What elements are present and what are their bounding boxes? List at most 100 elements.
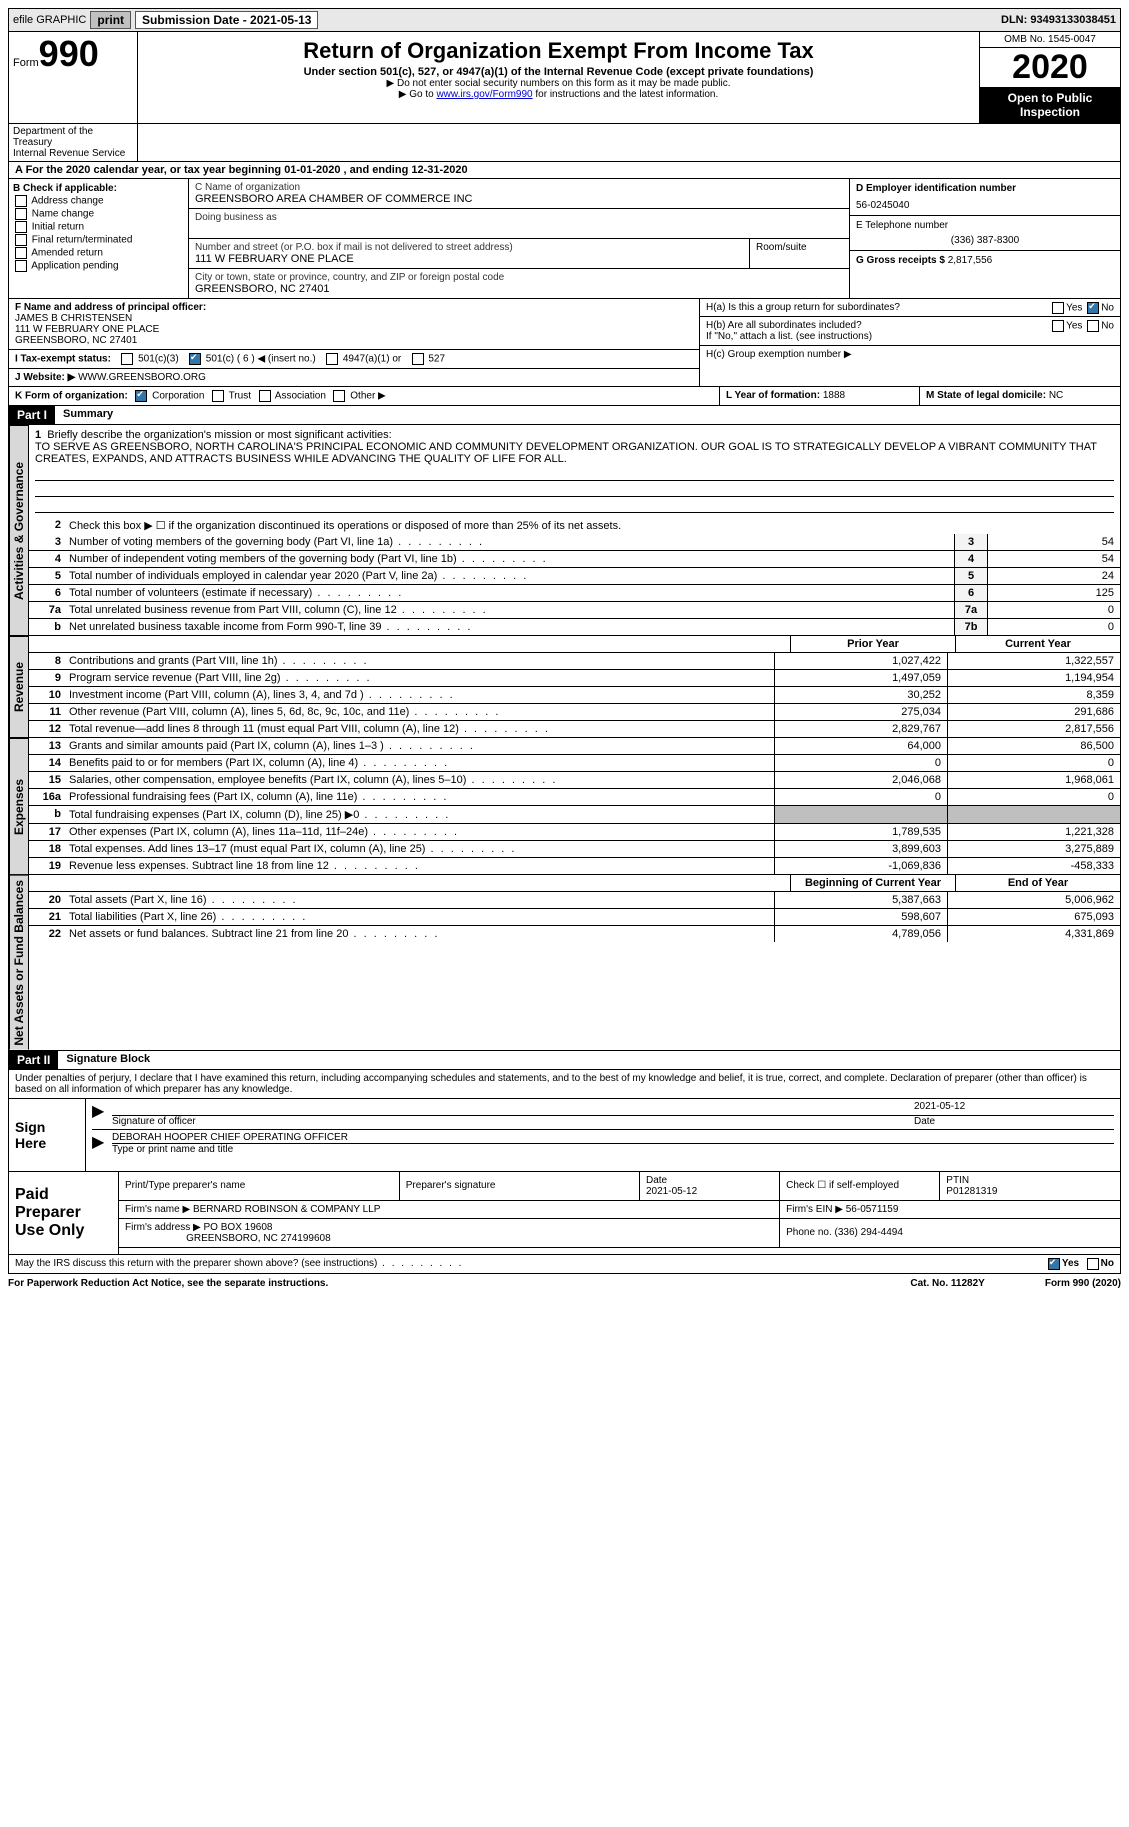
officer-addr2: GREENSBORO, NC 27401 [15, 335, 137, 346]
chk-amended[interactable]: Amended return [13, 247, 184, 259]
firm-phone: (336) 294-4494 [835, 1227, 903, 1238]
col-prior: Prior Year [790, 636, 955, 652]
discuss-text: May the IRS discuss this return with the… [15, 1258, 463, 1270]
arrow-icon: ▶ [92, 1101, 112, 1127]
hb-no[interactable] [1087, 320, 1099, 332]
form-org-label: K Form of organization: [15, 391, 128, 402]
prep-sig-lbl: Preparer's signature [399, 1172, 639, 1201]
irs-label: Internal Revenue Service [13, 148, 133, 159]
dba-label: Doing business as [195, 212, 843, 223]
ha-no[interactable] [1087, 302, 1099, 314]
chk-corp[interactable] [135, 390, 147, 402]
vtab-governance: Activities & Governance [9, 425, 29, 635]
ha-label: H(a) Is this a group return for subordin… [706, 302, 900, 313]
preparer-table: Print/Type preparer's name Preparer's si… [119, 1172, 1120, 1248]
org-address: 111 W FEBRUARY ONE PLACE [195, 253, 743, 265]
box-b-label: B Check if applicable: [13, 183, 184, 194]
domicile-lbl: M State of legal domicile: [926, 390, 1046, 401]
line-21: 21Total liabilities (Part X, line 26)598… [29, 909, 1120, 926]
q2-text: Check this box ▶ ☐ if the organization d… [65, 517, 1120, 534]
print-button[interactable]: print [90, 11, 131, 29]
top-bar: efile GRAPHIC print Submission Date - 20… [8, 8, 1121, 32]
line-18: 18Total expenses. Add lines 13–17 (must … [29, 841, 1120, 858]
form-title: Return of Organization Exempt From Incom… [146, 38, 971, 64]
discuss-row: May the IRS discuss this return with the… [8, 1255, 1121, 1274]
tax-year: 2020 [980, 48, 1120, 87]
part2-header: Part II Signature Block [8, 1051, 1121, 1070]
firm-name: BERNARD ROBINSON & COMPANY LLP [193, 1204, 380, 1215]
mission-block: 1 Briefly describe the organization's mi… [29, 425, 1120, 517]
hb-label: H(b) Are all subordinates included? [706, 320, 862, 331]
chk-501c[interactable] [189, 353, 201, 365]
cat-no: Cat. No. 11282Y [910, 1278, 984, 1289]
right-column: D Employer identification number 56-0245… [850, 179, 1120, 298]
klm-row: K Form of organization: Corporation Trus… [8, 387, 1121, 406]
part2-title: Signature Block [58, 1051, 1120, 1069]
year-formation: 1888 [823, 390, 845, 401]
line-19: 19Revenue less expenses. Subtract line 1… [29, 858, 1120, 874]
officer-label: F Name and address of principal officer: [15, 302, 206, 313]
chk-final[interactable]: Final return/terminated [13, 234, 184, 246]
gross-label: G Gross receipts $ [856, 255, 945, 266]
form-subtitle: Under section 501(c), 527, or 4947(a)(1)… [146, 66, 971, 78]
firm-addr1: PO BOX 19608 [204, 1222, 273, 1233]
line-4: 4Number of independent voting members of… [29, 551, 1120, 568]
page-footer: For Paperwork Reduction Act Notice, see … [8, 1274, 1121, 1293]
website-value: WWW.GREENSBORO.ORG [78, 372, 206, 383]
chk-501c3[interactable] [121, 353, 133, 365]
arrow-icon: ▶ [92, 1132, 112, 1155]
form-header: Form990 Return of Organization Exempt Fr… [8, 32, 1121, 124]
phone-label: E Telephone number [856, 220, 1114, 231]
line-20: 20Total assets (Part X, line 16)5,387,66… [29, 892, 1120, 909]
declaration: Under penalties of perjury, I declare th… [8, 1070, 1121, 1099]
chk-4947[interactable] [326, 353, 338, 365]
chk-address[interactable]: Address change [13, 195, 184, 207]
discuss-yes[interactable] [1048, 1258, 1060, 1270]
chk-name[interactable]: Name change [13, 208, 184, 220]
addr-label: Number and street (or P.O. box if mail i… [195, 242, 743, 253]
line-14: 14Benefits paid to or for members (Part … [29, 755, 1120, 772]
officer-addr1: 111 W FEBRUARY ONE PLACE [15, 324, 159, 335]
chk-other[interactable] [333, 390, 345, 402]
phone-value: (336) 387-8300 [856, 231, 1114, 246]
col-end: End of Year [955, 875, 1120, 891]
line-16a: 16aProfessional fundraising fees (Part I… [29, 789, 1120, 806]
year-cell: OMB No. 1545-0047 2020 Open to Public In… [979, 32, 1120, 123]
chk-assoc[interactable] [259, 390, 271, 402]
line-9: 9Program service revenue (Part VIII, lin… [29, 670, 1120, 687]
form-footer: Form 990 (2020) [1045, 1278, 1121, 1289]
dept-row: Department of the Treasury Internal Reve… [8, 124, 1121, 162]
self-employed: Check ☐ if self-employed [780, 1172, 940, 1201]
note-ssn: ▶ Do not enter social security numbers o… [146, 78, 971, 89]
discuss-no[interactable] [1087, 1258, 1099, 1270]
tax-exempt-label: I Tax-exempt status: [15, 354, 111, 365]
prep-date: 2021-05-12 [646, 1186, 697, 1197]
mission-text: TO SERVE AS GREENSBORO, NORTH CAROLINA'S… [35, 441, 1097, 465]
q1-text: Briefly describe the organization's miss… [47, 429, 391, 441]
officer-printed: DEBORAH HOOPER CHIEF OPERATING OFFICER [112, 1132, 1114, 1144]
chk-trust[interactable] [212, 390, 224, 402]
note2-post: for instructions and the latest informat… [533, 89, 719, 100]
ptin: P01281319 [946, 1186, 997, 1197]
col-current: Current Year [955, 636, 1120, 652]
ein-value: 56-0245040 [856, 194, 1114, 211]
line-10: 10Investment income (Part VIII, column (… [29, 687, 1120, 704]
form-number-cell: Form990 [9, 32, 138, 123]
chk-527[interactable] [412, 353, 424, 365]
hb-yes[interactable] [1052, 320, 1064, 332]
chk-initial[interactable]: Initial return [13, 221, 184, 233]
line-12: 12Total revenue—add lines 8 through 11 (… [29, 721, 1120, 737]
lower-header: F Name and address of principal officer:… [8, 299, 1121, 387]
sig-date: 2021-05-12 [914, 1101, 1114, 1116]
vtab-expenses: Expenses [9, 738, 29, 874]
sig-officer-label: Signature of officer [112, 1116, 196, 1127]
prep-name-lbl: Print/Type preparer's name [119, 1172, 399, 1201]
chk-pending[interactable]: Application pending [13, 260, 184, 272]
ha-yes[interactable] [1052, 302, 1064, 314]
form-word: Form [13, 57, 39, 69]
hc-label: H(c) Group exemption number ▶ [706, 349, 852, 360]
firm-addr2: GREENSBORO, NC 274199608 [186, 1233, 331, 1244]
line-22: 22Net assets or fund balances. Subtract … [29, 926, 1120, 942]
irs-link[interactable]: www.irs.gov/Form990 [436, 89, 532, 100]
open-to-public: Open to Public Inspection [980, 87, 1120, 123]
